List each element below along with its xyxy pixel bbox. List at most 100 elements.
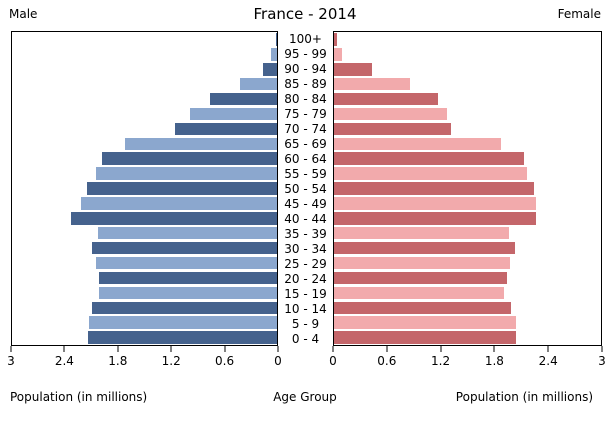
female-bars-panel xyxy=(333,31,602,346)
pyramid-row-female-95-99 xyxy=(334,47,601,62)
pyramid-row-male-100+ xyxy=(12,32,277,47)
age-group-tick-label: 75 - 79 xyxy=(284,106,327,121)
pyramid-row-female-50-54 xyxy=(334,181,601,196)
pyramid-row-female-100+ xyxy=(334,32,601,47)
age-group-tick-label: 65 - 69 xyxy=(284,136,327,151)
x-tick-mark xyxy=(386,346,388,352)
pyramid-row-male-70-74 xyxy=(12,121,277,136)
x-tick-label: 1.2 xyxy=(431,354,451,368)
pyramid-row-female-90-94 xyxy=(334,62,601,77)
bar-male-30-34 xyxy=(91,241,277,255)
bar-male-5-9 xyxy=(88,316,277,329)
age-group-tick-label: 90 - 94 xyxy=(284,61,327,76)
bar-female-0-4 xyxy=(334,331,516,344)
age-group-tick-label: 80 - 84 xyxy=(284,91,327,106)
pyramid-row-male-45-49 xyxy=(12,196,277,211)
bar-male-80-84 xyxy=(209,92,277,106)
bar-male-60-64 xyxy=(102,152,277,165)
bar-male-25-29 xyxy=(95,256,277,270)
pyramid-row-female-55-59 xyxy=(334,166,601,181)
bar-female-85-89 xyxy=(334,77,410,91)
bar-female-25-29 xyxy=(334,256,511,270)
age-group-tick-label: 35 - 39 xyxy=(284,226,327,241)
pyramid-row-male-5-9 xyxy=(12,315,277,330)
age-group-tick-label: 5 - 9 xyxy=(291,316,320,331)
bar-female-45-49 xyxy=(334,197,537,210)
pyramid-row-male-10-14 xyxy=(12,300,277,315)
x-tick-label: 0.6 xyxy=(215,354,235,368)
age-group-tick-label: 85 - 89 xyxy=(284,76,327,91)
bar-male-15-19 xyxy=(99,286,277,300)
age-group-tick-label: 55 - 59 xyxy=(284,166,327,181)
bar-female-90-94 xyxy=(334,63,373,76)
pyramid-row-male-30-34 xyxy=(12,241,277,256)
pyramid-row-male-25-29 xyxy=(12,256,277,271)
bar-female-75-79 xyxy=(334,107,448,121)
pyramid-row-female-20-24 xyxy=(334,271,601,286)
bar-male-55-59 xyxy=(95,167,277,180)
x-tick-mark xyxy=(117,346,119,352)
bar-female-10-14 xyxy=(334,301,512,315)
pyramid-row-female-70-74 xyxy=(334,121,601,136)
x-tick-mark xyxy=(224,346,226,352)
bar-female-30-34 xyxy=(334,241,515,255)
age-group-tick-label: 60 - 64 xyxy=(284,151,327,166)
age-group-tick-label: 45 - 49 xyxy=(284,196,327,211)
pyramid-row-female-80-84 xyxy=(334,92,601,107)
age-group-tick-label: 25 - 29 xyxy=(284,256,327,271)
bar-female-95-99 xyxy=(334,48,342,61)
male-x-axis-ticks: 3 2.4 1.8 1.2 0.6 0 xyxy=(7,346,282,374)
age-group-label: Age Group xyxy=(273,390,337,404)
x-tick-label: 2.4 xyxy=(538,354,558,368)
x-tick-mark xyxy=(63,346,65,352)
pyramid-row-male-20-24 xyxy=(12,271,277,286)
age-group-tick-label: 15 - 19 xyxy=(284,286,327,301)
pyramid-row-female-65-69 xyxy=(334,136,601,151)
x-tick-label: 0.6 xyxy=(377,354,397,368)
pyramid-row-male-55-59 xyxy=(12,166,277,181)
age-group-tick-label: 0 - 4 xyxy=(291,331,320,346)
age-group-tick-label: 10 - 14 xyxy=(284,301,327,316)
bar-male-65-69 xyxy=(125,137,277,151)
bar-female-20-24 xyxy=(334,271,507,285)
pyramid-row-female-25-29 xyxy=(334,256,601,271)
bar-female-65-69 xyxy=(334,137,502,151)
pyramid-row-female-85-89 xyxy=(334,77,601,92)
pyramid-row-female-10-14 xyxy=(334,300,601,315)
age-group-tick-label: 50 - 54 xyxy=(284,181,327,196)
bar-female-50-54 xyxy=(334,182,535,195)
pyramid-row-female-0-4 xyxy=(334,330,601,345)
age-group-tick-label: 30 - 34 xyxy=(284,241,327,256)
male-side-title: Male xyxy=(9,7,38,21)
x-tick-label: 2.4 xyxy=(54,354,74,368)
x-tick-label: 0 xyxy=(329,354,337,368)
age-group-tick-label: 40 - 44 xyxy=(284,211,327,226)
bar-female-60-64 xyxy=(334,152,524,165)
bar-female-15-19 xyxy=(334,286,504,300)
pyramid-row-male-95-99 xyxy=(12,47,277,62)
pyramid-row-female-75-79 xyxy=(334,107,601,122)
age-group-tick-label: 95 - 99 xyxy=(284,46,327,61)
bar-female-100+ xyxy=(334,33,337,46)
male-axis-label: Population (in millions) xyxy=(10,390,148,404)
pyramid-row-male-90-94 xyxy=(12,62,277,77)
x-tick-mark xyxy=(493,346,495,352)
pyramid-row-female-30-34 xyxy=(334,241,601,256)
x-tick-label: 1.8 xyxy=(108,354,128,368)
bar-male-40-44 xyxy=(71,212,277,225)
female-side-title: Female xyxy=(557,7,601,21)
x-tick-label: 1.2 xyxy=(161,354,181,368)
bar-male-45-49 xyxy=(80,197,277,210)
pyramid-row-male-80-84 xyxy=(12,92,277,107)
x-tick-mark xyxy=(10,346,12,352)
x-tick-mark xyxy=(170,346,172,352)
pyramid-row-female-45-49 xyxy=(334,196,601,211)
chart-title: France - 2014 xyxy=(253,5,357,23)
bar-female-80-84 xyxy=(334,92,439,106)
age-group-tick-label: 20 - 24 xyxy=(284,271,327,286)
x-tick-mark xyxy=(547,346,549,352)
x-tick-mark xyxy=(440,346,442,352)
pyramid-row-female-35-39 xyxy=(334,226,601,241)
x-tick-mark xyxy=(332,346,334,352)
